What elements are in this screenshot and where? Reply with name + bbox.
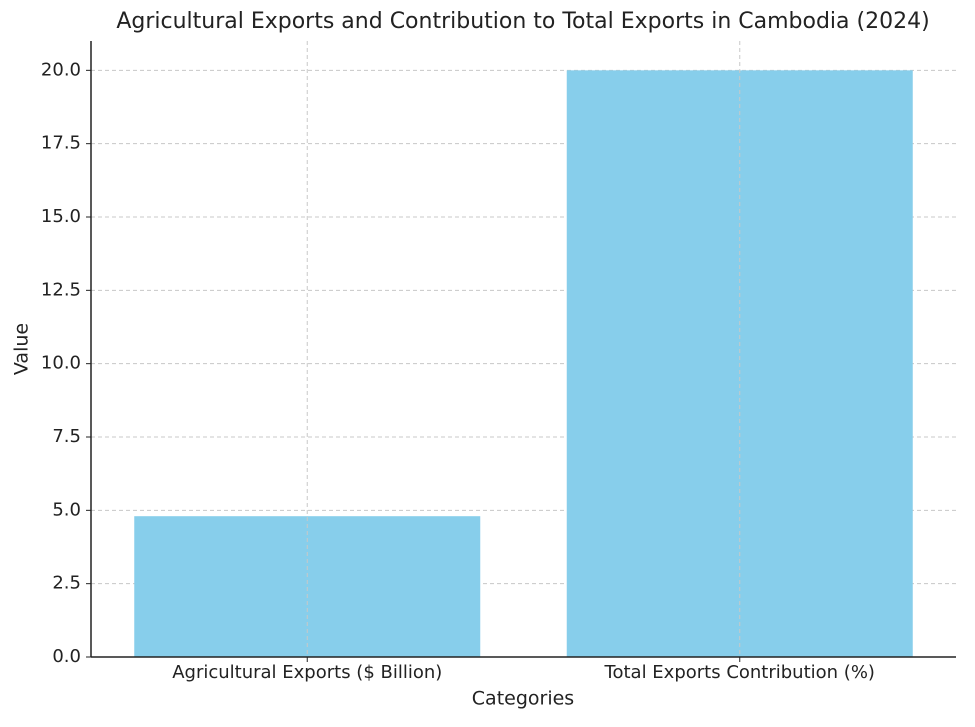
y-axis-label: Value bbox=[11, 323, 33, 375]
x-axis-label: Categories bbox=[472, 688, 574, 710]
y-tick-label: 17.5 bbox=[41, 133, 81, 154]
y-tick-label: 2.5 bbox=[52, 573, 81, 594]
y-tick-label: 20.0 bbox=[41, 59, 81, 80]
bar bbox=[134, 516, 481, 657]
y-tick-label: 10.0 bbox=[41, 353, 81, 374]
y-tick-label: 15.0 bbox=[41, 206, 81, 227]
x-tick-label: Total Exports Contribution (%) bbox=[604, 662, 875, 683]
chart-title: Agricultural Exports and Contribution to… bbox=[116, 9, 929, 34]
y-tick-label: 5.0 bbox=[52, 499, 81, 520]
y-tick-label: 0.0 bbox=[52, 646, 81, 667]
y-tick-label: 7.5 bbox=[52, 426, 81, 447]
x-tick-label: Agricultural Exports ($ Billion) bbox=[172, 662, 442, 683]
y-tick-label: 12.5 bbox=[41, 279, 81, 300]
